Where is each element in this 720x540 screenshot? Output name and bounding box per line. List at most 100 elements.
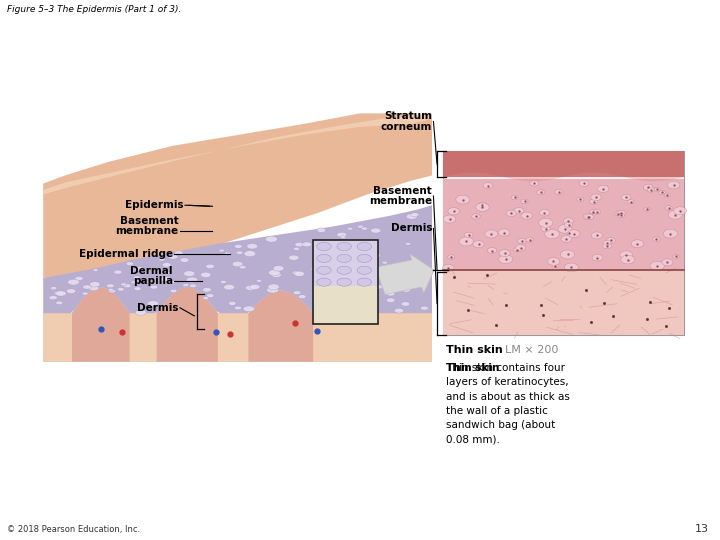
Text: Thin skin contains four
layers of keratinocytes,
and is about as thick as
the wa: Thin skin contains four layers of kerati… (446, 363, 570, 445)
Text: Epidermis: Epidermis (125, 200, 184, 210)
Ellipse shape (448, 255, 455, 259)
Text: 13: 13 (696, 523, 709, 534)
Ellipse shape (374, 285, 382, 289)
Ellipse shape (114, 270, 122, 274)
Ellipse shape (628, 200, 634, 204)
Ellipse shape (189, 284, 197, 288)
Ellipse shape (663, 229, 678, 238)
Ellipse shape (180, 258, 189, 262)
Ellipse shape (202, 288, 212, 292)
Ellipse shape (292, 271, 301, 275)
Ellipse shape (186, 277, 198, 283)
Text: papilla: papilla (132, 276, 173, 286)
Ellipse shape (273, 266, 284, 271)
Ellipse shape (162, 262, 171, 267)
Ellipse shape (395, 308, 404, 313)
Ellipse shape (392, 265, 402, 271)
Ellipse shape (387, 292, 395, 296)
Ellipse shape (464, 232, 473, 238)
Ellipse shape (526, 238, 534, 242)
Ellipse shape (603, 243, 612, 249)
Ellipse shape (317, 240, 323, 243)
Ellipse shape (591, 232, 603, 239)
Ellipse shape (665, 206, 672, 210)
Ellipse shape (121, 283, 127, 286)
Ellipse shape (606, 238, 616, 243)
Polygon shape (157, 287, 217, 362)
Ellipse shape (333, 284, 343, 288)
Ellipse shape (617, 211, 626, 216)
Ellipse shape (350, 308, 356, 310)
Ellipse shape (117, 288, 125, 291)
Ellipse shape (341, 236, 346, 239)
Ellipse shape (268, 284, 279, 289)
Ellipse shape (228, 301, 236, 305)
Ellipse shape (266, 287, 279, 293)
Ellipse shape (66, 289, 76, 294)
Ellipse shape (311, 267, 321, 272)
Ellipse shape (498, 229, 510, 236)
Ellipse shape (659, 191, 665, 194)
Polygon shape (72, 287, 130, 362)
Bar (443, 179, 684, 271)
Ellipse shape (564, 263, 578, 272)
Ellipse shape (314, 256, 320, 259)
Bar (313, 286, 378, 324)
Polygon shape (43, 205, 432, 313)
Text: Thin skin: Thin skin (446, 345, 503, 355)
Ellipse shape (563, 218, 574, 224)
Ellipse shape (109, 289, 116, 293)
Ellipse shape (357, 266, 372, 274)
Ellipse shape (271, 273, 282, 278)
Text: Basement: Basement (373, 186, 432, 195)
Ellipse shape (243, 306, 255, 312)
Ellipse shape (302, 242, 312, 247)
Ellipse shape (358, 225, 364, 228)
Ellipse shape (674, 207, 687, 215)
Ellipse shape (673, 254, 679, 259)
Ellipse shape (561, 235, 572, 242)
Ellipse shape (585, 214, 594, 220)
Ellipse shape (351, 253, 362, 258)
Ellipse shape (473, 241, 484, 248)
Ellipse shape (411, 213, 419, 217)
Ellipse shape (347, 227, 353, 230)
Ellipse shape (337, 232, 347, 237)
Ellipse shape (346, 247, 352, 251)
Ellipse shape (317, 266, 331, 274)
Ellipse shape (337, 278, 351, 286)
Ellipse shape (361, 227, 368, 230)
Ellipse shape (405, 242, 411, 245)
Ellipse shape (236, 251, 243, 254)
Ellipse shape (590, 194, 601, 200)
Ellipse shape (183, 284, 189, 287)
Ellipse shape (337, 242, 351, 251)
Bar (443, 269, 684, 335)
Ellipse shape (244, 251, 256, 256)
Ellipse shape (266, 236, 277, 242)
Text: Basement: Basement (120, 217, 179, 226)
Ellipse shape (650, 261, 665, 271)
Ellipse shape (399, 265, 404, 267)
Ellipse shape (387, 291, 395, 294)
Ellipse shape (269, 269, 280, 275)
Ellipse shape (665, 193, 670, 197)
Bar (443, 151, 684, 177)
Text: LM × 200: LM × 200 (505, 345, 559, 355)
Ellipse shape (135, 310, 146, 315)
Ellipse shape (621, 255, 634, 264)
Ellipse shape (220, 280, 226, 284)
Ellipse shape (320, 301, 331, 307)
Ellipse shape (235, 245, 242, 248)
Ellipse shape (560, 250, 575, 259)
Ellipse shape (593, 210, 600, 214)
Ellipse shape (448, 207, 459, 215)
Text: Dermis: Dermis (137, 303, 179, 313)
Ellipse shape (317, 228, 325, 232)
Ellipse shape (168, 281, 175, 284)
Ellipse shape (107, 284, 114, 288)
Polygon shape (248, 291, 313, 362)
Ellipse shape (369, 253, 380, 258)
Ellipse shape (356, 258, 364, 262)
Ellipse shape (174, 251, 183, 255)
